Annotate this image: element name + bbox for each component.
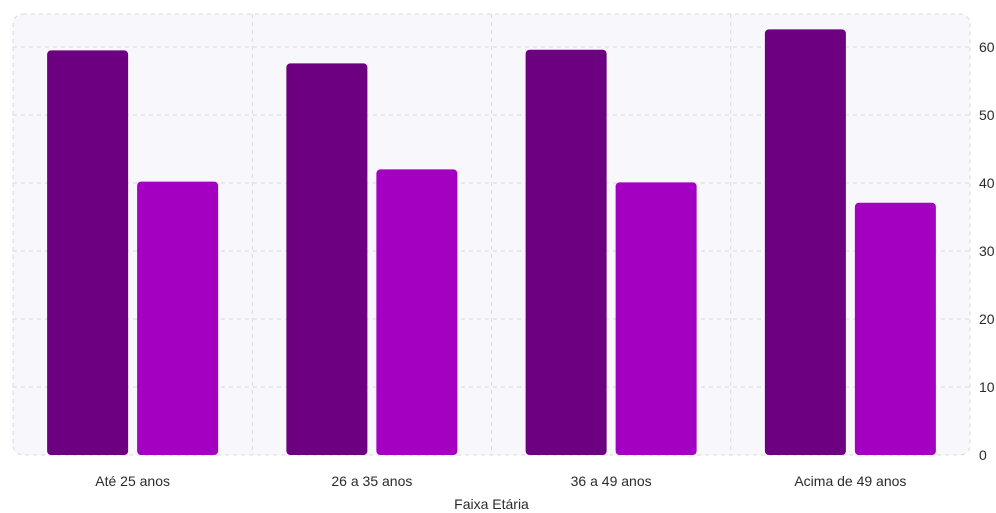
y-tick-label: 0	[979, 447, 987, 463]
y-tick-label: 40	[979, 175, 995, 191]
y-tick-label: 60	[979, 39, 995, 55]
x-tick-label: Até 25 anos	[95, 473, 170, 489]
y-tick-label: 20	[979, 311, 995, 327]
bar-2-4[interactable]	[854, 202, 936, 455]
bar-1-4[interactable]	[764, 29, 846, 455]
y-tick-label: 10	[979, 379, 995, 395]
y-axis-ticks: 0 10 20 30 40 50 60	[979, 39, 995, 463]
bars	[47, 29, 936, 456]
x-axis-title: Faixa Etária	[454, 496, 529, 512]
bar-2-2[interactable]	[376, 169, 458, 455]
bar-2-3[interactable]	[615, 182, 697, 455]
bar-1-3[interactable]	[525, 49, 607, 455]
y-tick-label: 30	[979, 243, 995, 259]
y-tick-label: 50	[979, 107, 995, 123]
bar-2-1[interactable]	[137, 181, 219, 455]
bar-1-2[interactable]	[286, 63, 368, 455]
bar-1-1[interactable]	[47, 50, 129, 456]
x-tick-label: 36 a 49 anos	[571, 473, 652, 489]
x-tick-label: 26 a 35 anos	[331, 473, 412, 489]
x-axis-labels: Até 25 anos 26 a 35 anos 36 a 49 anos Acima…	[95, 473, 906, 489]
x-tick-label: Acima de 49 anos	[794, 473, 906, 489]
grid-lines	[13, 14, 970, 455]
